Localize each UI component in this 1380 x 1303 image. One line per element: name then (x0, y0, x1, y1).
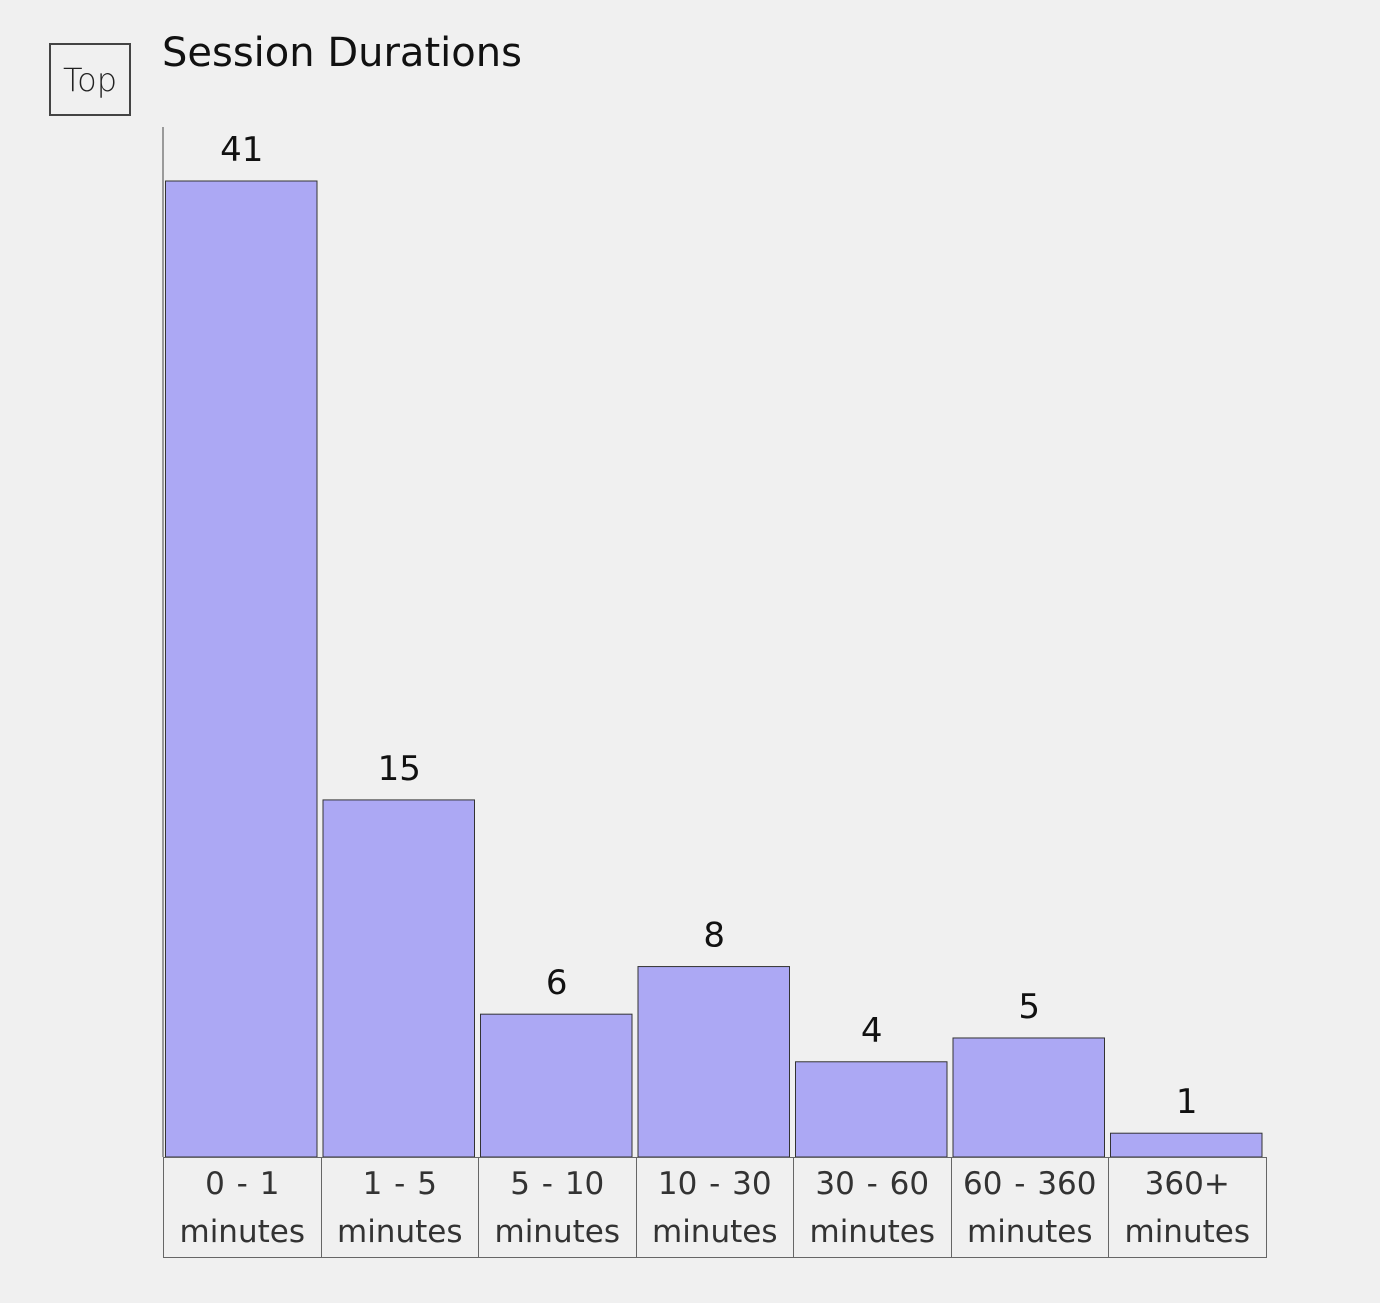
x-tick-label: 30 - 60 minutes (793, 1157, 952, 1258)
chart-title: Session Durations (162, 30, 522, 76)
x-tick-label: 0 - 1 minutes (163, 1157, 322, 1258)
bar (1110, 1132, 1263, 1158)
x-tick-label: 360+ minutes (1108, 1157, 1267, 1258)
x-tick-label: 1 - 5 minutes (320, 1157, 479, 1258)
value-label: 5 (1018, 987, 1040, 1027)
x-tick-label: 10 - 30 minutes (635, 1157, 794, 1258)
x-tick-label: 5 - 10 minutes (478, 1157, 637, 1258)
bar (952, 1037, 1105, 1158)
value-label: 6 (546, 963, 568, 1003)
x-tick-label: 60 - 360 minutes (950, 1157, 1109, 1258)
bar (322, 799, 475, 1158)
value-label: 15 (378, 749, 421, 789)
bar (795, 1061, 948, 1158)
bar (480, 1013, 633, 1158)
value-label: 41 (220, 130, 263, 170)
top-button[interactable]: Top (49, 43, 131, 116)
bar (165, 180, 318, 1158)
value-label: 4 (861, 1011, 883, 1051)
bar (637, 966, 790, 1158)
value-label: 8 (703, 916, 725, 956)
value-label: 1 (1176, 1082, 1198, 1122)
